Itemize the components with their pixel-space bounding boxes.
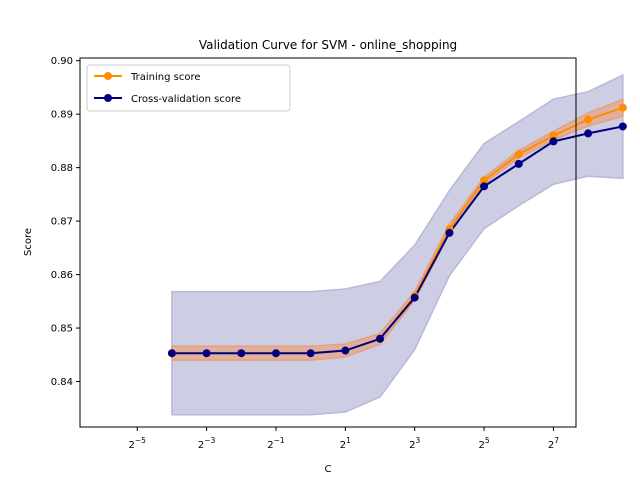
training-score-point bbox=[549, 131, 558, 140]
cv-score-point bbox=[341, 346, 350, 355]
legend-training-label: Training score bbox=[130, 72, 201, 83]
legend-cv-marker bbox=[104, 94, 112, 102]
cv-score-point bbox=[410, 293, 419, 302]
x-tick-label: 2−5 bbox=[129, 436, 147, 451]
series-points bbox=[167, 103, 627, 358]
y-tick-label: 0.86 bbox=[51, 270, 73, 281]
cv-score-line bbox=[171, 125, 624, 355]
cv-score-point bbox=[237, 349, 246, 358]
series-lines bbox=[171, 106, 624, 355]
x-tick-label: 25 bbox=[479, 436, 490, 451]
cv-score-point bbox=[480, 182, 489, 191]
x-axis-label: C bbox=[325, 464, 332, 475]
x-axis-ticks: 2−5 2−3 2−1 21 23 25 27 bbox=[129, 427, 559, 451]
legend: Training score Cross-validation score bbox=[86, 64, 291, 112]
y-tick-label: 0.90 bbox=[51, 56, 73, 67]
y-axis-label: Score bbox=[23, 228, 34, 256]
cv-score-point bbox=[271, 349, 280, 358]
cv-score-point bbox=[514, 159, 523, 168]
plot-frame bbox=[79, 57, 577, 428]
y-tick-label: 0.88 bbox=[51, 163, 73, 174]
cv-score-point bbox=[618, 122, 627, 131]
y-axis-ticks: 0.84 0.85 0.86 0.87 0.88 0.89 0.90 bbox=[51, 56, 80, 388]
x-tick-label: 23 bbox=[409, 436, 420, 451]
y-tick-label: 0.89 bbox=[51, 110, 73, 121]
cv-score-point bbox=[549, 137, 558, 146]
cv-score-point bbox=[445, 228, 454, 237]
cv-score-point bbox=[306, 349, 315, 358]
y-tick-label: 0.87 bbox=[51, 217, 73, 228]
x-tick-label: 2−1 bbox=[267, 436, 285, 451]
chart-title: Validation Curve for SVM - online_shoppi… bbox=[199, 38, 457, 52]
training-score-point bbox=[480, 176, 489, 185]
cv-score-point bbox=[167, 349, 176, 358]
legend-training-marker bbox=[104, 72, 112, 80]
cv-score-point bbox=[584, 129, 593, 138]
cv-score-point bbox=[376, 334, 385, 343]
training-score-point bbox=[514, 150, 523, 159]
training-score-point bbox=[584, 115, 593, 124]
y-tick-label: 0.85 bbox=[51, 324, 73, 335]
legend-box bbox=[86, 64, 291, 112]
x-tick-label: 21 bbox=[340, 436, 351, 451]
y-tick-label: 0.84 bbox=[51, 377, 73, 388]
training-score-point bbox=[618, 103, 627, 112]
x-tick-label: 27 bbox=[548, 436, 559, 451]
x-tick-label: 2−3 bbox=[198, 436, 216, 451]
cv-score-point bbox=[202, 349, 211, 358]
legend-cv-label: Cross-validation score bbox=[131, 94, 241, 105]
